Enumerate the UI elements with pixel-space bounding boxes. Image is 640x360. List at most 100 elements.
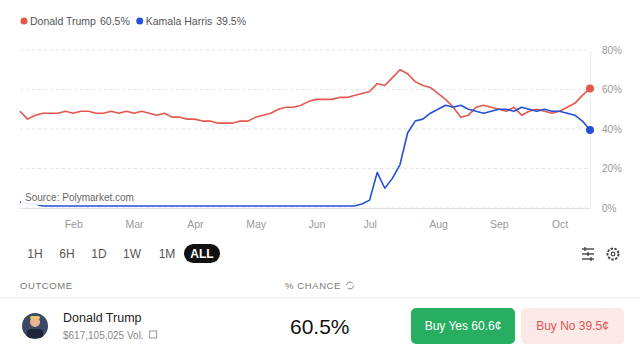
y-tick: 80% <box>590 45 622 56</box>
x-axis-line <box>21 208 591 209</box>
series-line <box>20 70 590 123</box>
header-label: % CHANCE <box>285 280 341 291</box>
icon-knob <box>590 257 591 261</box>
x-tick-label: Jul <box>363 218 376 230</box>
outcome-row: Donald Trump $617,105,025 Vol. 60.5% Buy Ye… <box>22 308 624 344</box>
y-tick: 20% <box>590 163 622 174</box>
x-tick-label: Aug <box>429 218 448 230</box>
legend-value: 39.5% <box>216 15 246 27</box>
buy-yes-label[interactable]: Buy Yes 60.6¢ <box>425 319 502 333</box>
x-tick-label: Jun <box>308 218 325 230</box>
legend-dot <box>136 18 143 25</box>
time-range-button[interactable]: ALL <box>184 244 220 263</box>
grid-line <box>20 89 590 90</box>
buy-no-bg[interactable] <box>521 308 624 344</box>
x-tick-label: Apr <box>187 218 204 230</box>
gear-inner <box>611 252 615 256</box>
table-header: OUTCOME % CHANCE <box>20 280 354 291</box>
x-tick-label: Oct <box>552 218 568 230</box>
legend-name: Kamala Harris <box>146 15 213 27</box>
time-range-selected-bg <box>184 244 220 263</box>
icon-knob <box>587 252 588 256</box>
x-tick-label: Feb <box>65 218 83 230</box>
buy-no-label[interactable]: Buy No 39.5¢ <box>536 319 609 333</box>
plot-area <box>20 70 594 206</box>
grid <box>20 50 590 208</box>
x-tick-label: Sep <box>490 218 509 230</box>
x-tick: Aug <box>429 218 448 230</box>
x-tick: Mar <box>125 218 144 230</box>
grid-line <box>20 208 590 209</box>
row-divider <box>0 298 640 299</box>
x-tick: Apr <box>187 218 204 230</box>
grid-line <box>20 129 590 130</box>
x-tick: Feb <box>65 218 83 230</box>
y-axis: 0% 20% 40% 60% 80% <box>590 45 622 214</box>
time-range-label[interactable]: 1D <box>91 247 107 261</box>
y-tick-label: 40% <box>602 124 622 135</box>
settings-icon[interactable] <box>608 249 619 260</box>
time-range-label[interactable]: ALL <box>190 247 213 261</box>
icon-line <box>582 248 594 249</box>
gift-icon <box>150 331 157 338</box>
avatar-hair <box>30 316 40 319</box>
x-tick-label: May <box>246 218 267 230</box>
x-tick: Oct <box>552 218 568 230</box>
avatar-head <box>30 317 40 327</box>
time-range-button[interactable]: 1D <box>91 247 107 261</box>
legend-entry: Kamala Harris39.5% <box>146 15 246 27</box>
series-line <box>20 105 590 206</box>
header-label: OUTCOME <box>20 280 73 291</box>
grid-line <box>20 168 590 169</box>
legend-value: 60.5% <box>100 15 130 27</box>
outcome-name: Donald Trump <box>63 311 142 325</box>
legend-entry: Donald Trump 60.5% <box>30 15 130 27</box>
y-tick: 40% <box>590 124 622 135</box>
source-note: Source: Polymarket.com <box>21 190 138 205</box>
x-tick: Sep <box>490 218 509 230</box>
filter-icon[interactable] <box>582 247 594 261</box>
buy-yes-bg[interactable] <box>411 308 515 344</box>
buy-no-button[interactable]: Buy No 39.5¢ <box>521 308 624 344</box>
y-tick: 0% <box>590 203 617 214</box>
y-tick-label: 20% <box>602 163 622 174</box>
y-tick: 60% <box>590 84 622 95</box>
legend-dot <box>21 18 28 25</box>
time-range-button[interactable]: 1H <box>27 247 42 261</box>
avatar-bg <box>22 313 48 339</box>
time-range-button[interactable]: 1M <box>159 247 176 261</box>
outcome-chance: 60.5% <box>290 315 350 338</box>
y-tick-label: 60% <box>602 84 622 95</box>
end-dot <box>586 126 594 134</box>
grid-line <box>20 50 590 51</box>
icon-line <box>582 258 594 259</box>
x-tick: Jul <box>363 218 376 230</box>
avatar-body <box>27 329 43 338</box>
source-text: Source: Polymarket.com <box>25 192 134 203</box>
outcome-volume: $617,105,025 Vol. <box>63 330 144 341</box>
time-range-label[interactable]: 1W <box>123 247 142 261</box>
time-range-button[interactable]: 1W <box>123 247 142 261</box>
end-dot <box>586 85 594 93</box>
time-range-label[interactable]: 6H <box>59 247 74 261</box>
time-range-label[interactable]: 1M <box>159 247 176 261</box>
y-tick-label: 0% <box>602 203 617 214</box>
y-tick-label: 80% <box>602 45 622 56</box>
icon-knob <box>584 247 585 251</box>
source-bg <box>21 190 138 205</box>
page-svg: 0% 20% 40% 60% 80% Feb Mar Apr May Jun Jul Aug Sep Oc… <box>0 0 640 360</box>
time-ranges: 1H 6H 1D 1W 1M ALL <box>27 244 220 263</box>
time-range-label[interactable]: 1H <box>27 247 42 261</box>
avatar <box>22 313 48 339</box>
legend-name: Donald Trump <box>30 15 96 27</box>
refresh-icon[interactable] <box>347 282 354 289</box>
x-tick: May <box>246 218 267 230</box>
time-range-button[interactable]: 6H <box>59 247 74 261</box>
buy-yes-button[interactable]: Buy Yes 60.6¢ <box>411 308 515 344</box>
legend: Donald Trump 60.5% Kamala Harris39.5% <box>21 15 247 27</box>
page-root: 0% 20% 40% 60% 80% Feb Mar Apr May Jun Jul Aug Sep Oc… <box>0 0 640 360</box>
x-tick-label: Mar <box>125 218 144 230</box>
x-tick: Jun <box>308 218 325 230</box>
x-axis: Feb Mar Apr May Jun Jul Aug Sep Oct <box>21 209 591 231</box>
gear-outer <box>608 249 619 260</box>
